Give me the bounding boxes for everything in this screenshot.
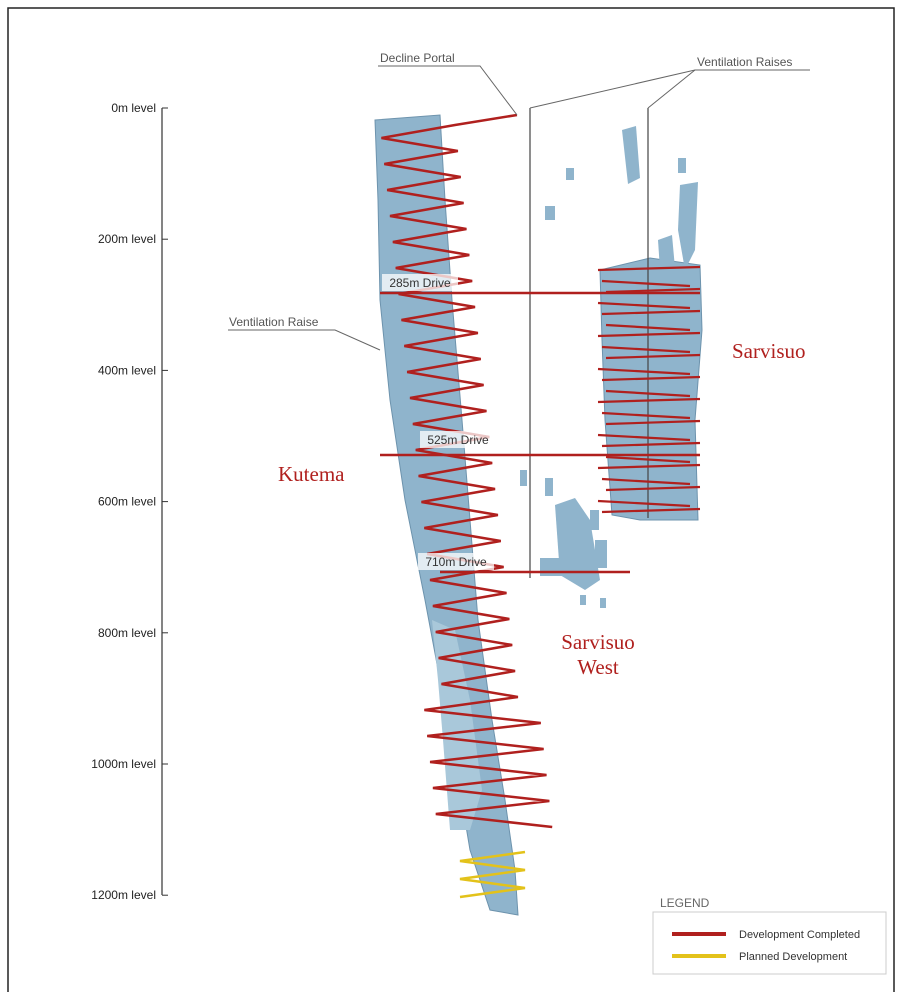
- sarvisuo-west-lens: [520, 470, 527, 486]
- long-section: 285m Drive 525m Drive 710m Drive Decline P…: [0, 0, 901, 992]
- sarvisuo-west-lens: [595, 540, 607, 568]
- sarvisuo-lens: [566, 168, 574, 180]
- legend-label: Development Completed: [739, 929, 860, 941]
- depth-label: 0m level: [111, 101, 156, 115]
- sarvisuo-west-lens: [540, 558, 570, 576]
- depth-label: 400m level: [98, 363, 156, 377]
- depth-label: 800m level: [98, 626, 156, 640]
- sarvisuo-lens: [678, 158, 686, 173]
- legend-label: Planned Development: [739, 951, 847, 963]
- ventilation-raises-label: Ventilation Raises: [697, 55, 792, 69]
- kutema-label: Kutema: [278, 462, 345, 486]
- drive-label: 285m Drive: [389, 276, 451, 290]
- sarvisuo-west-lens: [545, 478, 553, 496]
- ventilation-raise-label: Ventilation Raise: [229, 315, 319, 329]
- depth-label: 1200m level: [91, 888, 156, 902]
- sarvisuo-west-lens: [600, 598, 606, 608]
- drive-label: 525m Drive: [427, 433, 489, 447]
- depth-label: 1000m level: [91, 757, 156, 771]
- sarvisuo-label: Sarvisuo: [732, 339, 806, 363]
- sarvisuo-lens: [658, 235, 675, 270]
- decline-portal-label: Decline Portal: [380, 51, 455, 65]
- sarvisuo-west-lens: [580, 595, 586, 605]
- sarvisuo-west-lens: [590, 510, 599, 530]
- depth-label: 600m level: [98, 495, 156, 509]
- depth-label: 200m level: [98, 232, 156, 246]
- sarvisuo-west-label: West: [577, 655, 619, 679]
- drive-label: 710m Drive: [425, 555, 487, 569]
- legend-title: LEGEND: [660, 896, 710, 910]
- legend-box: [653, 912, 886, 974]
- sarvisuo-west-label: Sarvisuo: [561, 630, 635, 654]
- sarvisuo-lens: [545, 206, 555, 220]
